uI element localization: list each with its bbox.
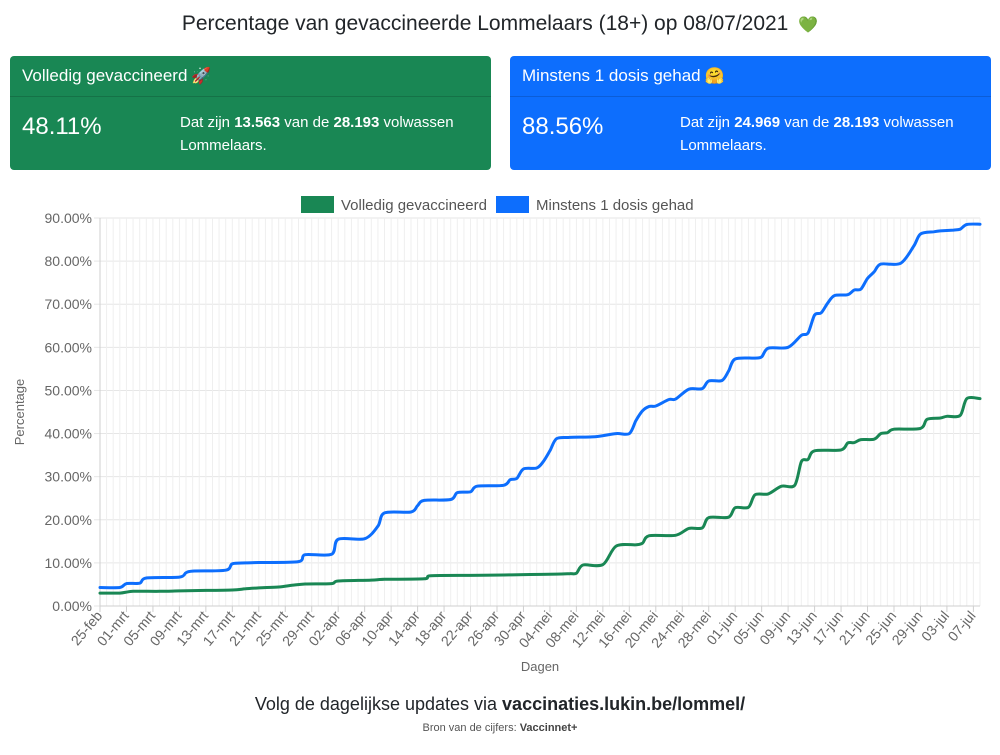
x-tick-label: 03-jul xyxy=(918,608,952,645)
total-count: 28.193 xyxy=(833,114,880,131)
page-title: Percentage van gevaccineerde Lommelaars … xyxy=(0,12,1000,36)
y-tick-label: 70.00% xyxy=(45,296,92,312)
legend-swatch-one-dose xyxy=(496,196,529,213)
y-tick-label: 80.00% xyxy=(45,253,92,269)
card-one-dose-text: Dat zijn 24.969 van de 28.193 volwassen … xyxy=(680,111,980,157)
source-name: Vaccinnet+ xyxy=(519,722,578,734)
card-one-dose-percent: 88.56% xyxy=(522,113,604,140)
legend-label-fully-vaccinated: Volledig gevaccineerd xyxy=(341,197,487,214)
legend-swatch-fully-vaccinated xyxy=(301,196,334,213)
series-line-fully-vaccinated xyxy=(98,396,982,595)
text-suffix: volwassen Lommelaars. xyxy=(680,114,954,154)
card-fully-vaccinated: Volledig gevaccineerd 🚀 48.11% Dat zijn 1… xyxy=(10,56,491,170)
card-one-dose-title: Minstens 1 dosis gehad xyxy=(522,66,701,85)
card-one-dose-body: 88.56% Dat zijn 24.969 van de 28.193 vol… xyxy=(510,97,991,170)
card-fully-vaccinated-percent: 48.11% xyxy=(22,113,102,140)
page-title-text: Percentage van gevaccineerde Lommelaars … xyxy=(181,12,789,35)
y-tick-label: 50.00% xyxy=(45,382,92,398)
y-tick-label: 20.00% xyxy=(45,512,92,528)
rocket-icon: 🚀 xyxy=(191,68,212,85)
series-line-one-dose xyxy=(98,222,982,590)
green-heart-icon: 💚 xyxy=(798,17,819,34)
y-axis-title: Percentage xyxy=(12,379,27,446)
card-fully-vaccinated-header: Volledig gevaccineerd 🚀 xyxy=(10,56,491,97)
x-axis-title: Dagen xyxy=(521,659,559,674)
y-tick-label: 10.00% xyxy=(45,555,92,571)
card-fully-vaccinated-text: Dat zijn 13.563 van de 28.193 volwassen … xyxy=(180,111,480,157)
y-tick-label: 30.00% xyxy=(45,469,92,485)
vaccinated-count: 24.969 xyxy=(734,114,781,131)
text-suffix: volwassen Lommelaars. xyxy=(180,114,454,154)
y-tick-label: 90.00% xyxy=(45,210,92,226)
y-tick-label: 0.00% xyxy=(52,598,92,614)
x-tick-label: 07-jul xyxy=(944,608,978,645)
text-mid: van de xyxy=(784,114,830,131)
footer-updates: Volg de dagelijkse updates via vaccinati… xyxy=(0,694,1000,715)
footer-link[interactable]: vaccinaties.lukin.be/lommel/ xyxy=(502,694,746,714)
total-count: 28.193 xyxy=(333,114,380,131)
hugging-face-icon: 🤗 xyxy=(704,68,725,85)
source-label: Bron van de cijfers: xyxy=(422,722,517,734)
vaccinated-count: 13.563 xyxy=(234,114,281,131)
text-prefix: Dat zijn xyxy=(180,114,231,131)
card-one-dose-header: Minstens 1 dosis gehad 🤗 xyxy=(510,56,991,97)
footer-text: Volg de dagelijkse updates via xyxy=(254,694,498,714)
y-tick-label: 40.00% xyxy=(45,426,92,442)
y-tick-label: 60.00% xyxy=(45,339,92,355)
footer-source: Bron van de cijfers: Vaccinnet+ xyxy=(0,722,1000,734)
card-one-dose: Minstens 1 dosis gehad 🤗 88.56% Dat zijn … xyxy=(510,56,991,170)
card-fully-vaccinated-title: Volledig gevaccineerd xyxy=(22,66,188,85)
text-mid: van de xyxy=(284,114,330,131)
text-prefix: Dat zijn xyxy=(680,114,731,131)
legend-label-one-dose: Minstens 1 dosis gehad xyxy=(536,197,694,214)
vaccination-line-chart: 0.00% 10.00% 20.00% 30.00% 40.00% 50.00% 60.00… xyxy=(12,196,982,674)
card-fully-vaccinated-body: 48.11% Dat zijn 13.563 van de 28.193 vol… xyxy=(10,97,491,170)
